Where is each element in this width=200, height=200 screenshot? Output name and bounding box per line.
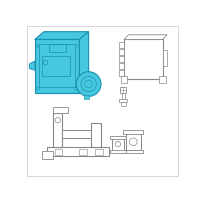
Polygon shape: [79, 149, 87, 155]
Polygon shape: [123, 130, 143, 134]
Polygon shape: [112, 138, 124, 151]
Polygon shape: [126, 133, 141, 150]
Circle shape: [36, 87, 39, 90]
Polygon shape: [121, 102, 126, 106]
Polygon shape: [163, 50, 167, 66]
Polygon shape: [120, 87, 126, 93]
Polygon shape: [122, 93, 125, 99]
Polygon shape: [53, 113, 62, 147]
Polygon shape: [119, 49, 124, 55]
Polygon shape: [159, 76, 166, 83]
Circle shape: [36, 44, 39, 47]
Polygon shape: [110, 150, 126, 153]
Polygon shape: [55, 149, 62, 155]
Polygon shape: [53, 107, 68, 113]
Circle shape: [76, 72, 101, 96]
Polygon shape: [119, 42, 124, 48]
Polygon shape: [42, 151, 53, 159]
Polygon shape: [35, 39, 79, 93]
Circle shape: [75, 44, 78, 47]
Polygon shape: [35, 32, 89, 39]
Polygon shape: [95, 149, 102, 155]
Polygon shape: [110, 136, 126, 139]
Polygon shape: [79, 32, 89, 93]
Polygon shape: [119, 56, 124, 62]
Polygon shape: [119, 70, 124, 76]
Polygon shape: [29, 61, 35, 70]
Circle shape: [115, 141, 121, 147]
Polygon shape: [121, 76, 127, 83]
Polygon shape: [47, 147, 109, 156]
Polygon shape: [91, 123, 101, 147]
Circle shape: [129, 138, 137, 146]
Polygon shape: [124, 35, 167, 39]
Polygon shape: [119, 63, 124, 69]
Polygon shape: [124, 39, 163, 79]
Circle shape: [55, 118, 61, 123]
Polygon shape: [62, 130, 91, 138]
Polygon shape: [84, 95, 89, 99]
Polygon shape: [123, 150, 143, 153]
Polygon shape: [119, 99, 127, 102]
Circle shape: [75, 87, 78, 90]
